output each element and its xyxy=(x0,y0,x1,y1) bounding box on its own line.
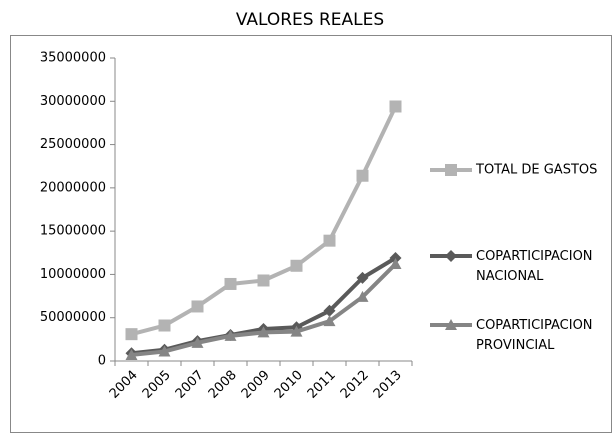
marker xyxy=(389,100,402,113)
marker xyxy=(191,300,204,313)
legend-label: TOTAL DE GASTOS xyxy=(475,163,597,178)
marker xyxy=(257,326,270,338)
legend-label-line: PROVINCIAL xyxy=(476,338,555,353)
marker xyxy=(445,250,457,262)
x-tick-label: 2008 xyxy=(206,368,240,402)
y-tick-label: 35000000 xyxy=(40,51,106,66)
marker xyxy=(224,329,237,341)
marker xyxy=(257,274,270,287)
x-tick-label: 2013 xyxy=(371,368,405,402)
x-tick-label: 2007 xyxy=(173,368,207,402)
marker xyxy=(125,348,138,360)
marker xyxy=(290,325,303,337)
marker xyxy=(323,234,336,247)
marker xyxy=(356,169,369,182)
marker xyxy=(323,315,336,327)
chart-title: VALORES REALES xyxy=(236,10,384,30)
marker xyxy=(323,304,336,317)
x-tick-label: 2005 xyxy=(140,368,174,402)
legend-label: COPARTICIPACION PROVINCIAL xyxy=(476,318,593,353)
y-tick-label: 25000000 xyxy=(40,137,106,152)
y-tick-label: 20000000 xyxy=(40,180,106,195)
y-tick-label: 15000000 xyxy=(40,224,106,239)
x-tick-label: 2010 xyxy=(272,368,306,402)
marker xyxy=(389,258,402,270)
legend-label-line: COPARTICIPACION xyxy=(476,318,593,333)
x-tick-label: 2011 xyxy=(305,368,339,402)
marker xyxy=(445,319,457,330)
marker xyxy=(224,277,237,290)
x-tick-label: 2009 xyxy=(239,368,273,402)
chart-frame xyxy=(10,35,612,433)
marker xyxy=(356,271,369,284)
marker xyxy=(356,290,369,302)
marker xyxy=(158,319,171,332)
y-tick-label: 30000000 xyxy=(40,94,106,109)
marker xyxy=(290,259,303,272)
x-tick-label: 2004 xyxy=(107,368,141,402)
legend-label-line: COPARTICIPACION xyxy=(476,249,593,264)
y-tick-label: 0 xyxy=(98,354,106,369)
legend-label: COPARTICIPACION NACIONAL xyxy=(476,249,593,284)
y-tick-label: 50000000 xyxy=(40,310,106,325)
legend-label-line: NACIONAL xyxy=(476,269,544,284)
y-tick-label: 10000000 xyxy=(40,267,106,282)
series-line xyxy=(131,256,397,356)
marker xyxy=(389,251,402,264)
marker xyxy=(125,328,138,341)
marker xyxy=(445,164,457,176)
marker xyxy=(191,336,204,348)
marker xyxy=(158,345,171,357)
x-tick-label: 2012 xyxy=(338,368,372,402)
